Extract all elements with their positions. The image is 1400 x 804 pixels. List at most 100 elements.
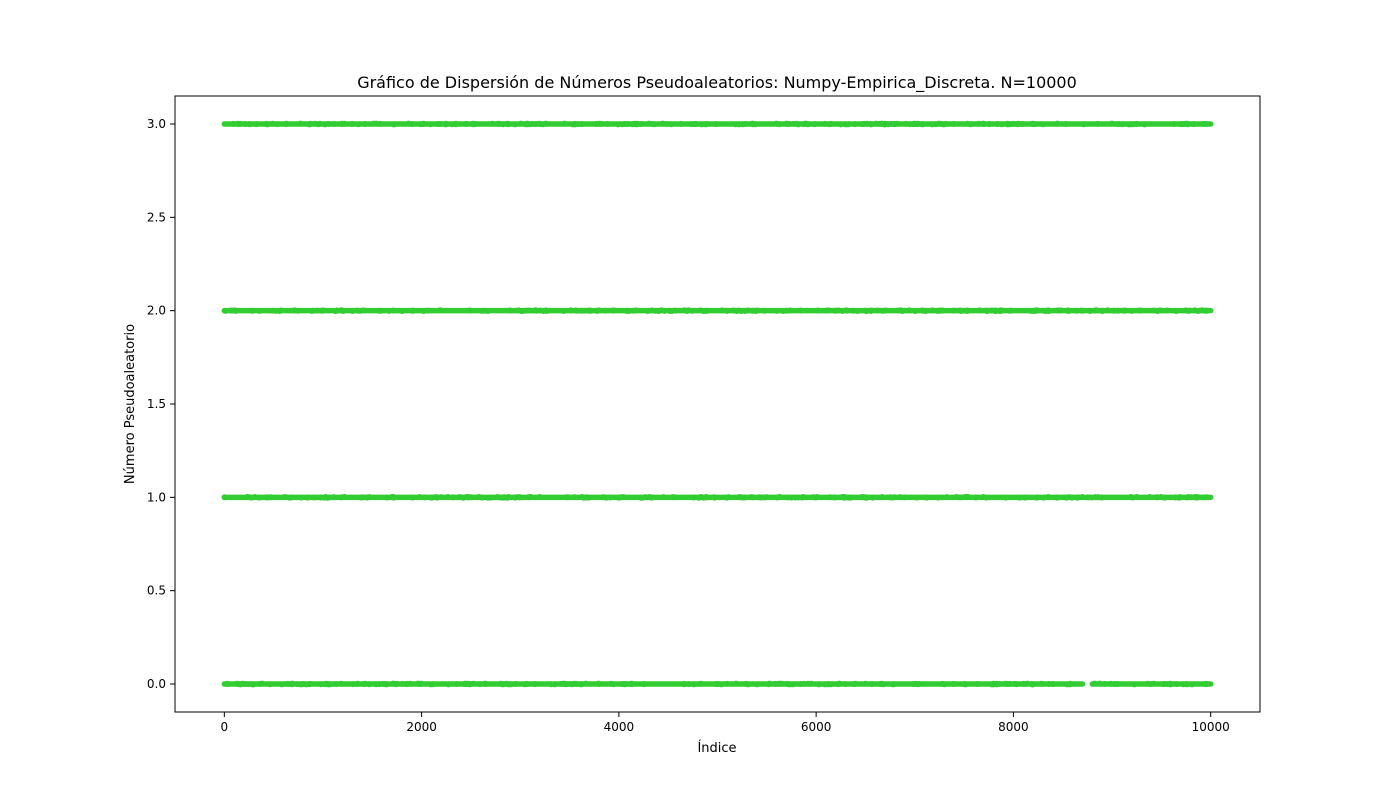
scatter-point	[891, 120, 898, 127]
scatter-point	[790, 120, 797, 127]
scatter-point	[221, 494, 228, 501]
y-tick-label: 1.0	[147, 490, 166, 504]
scatter-point	[814, 307, 821, 314]
scatter-point	[1073, 307, 1080, 314]
x-tick-label: 4000	[604, 720, 635, 734]
scatter-point	[311, 494, 318, 501]
scatter-point	[745, 307, 752, 314]
scatter-point	[847, 494, 854, 501]
scatter-point	[1015, 120, 1022, 127]
scatter-point	[573, 680, 580, 687]
scatter-point	[713, 681, 720, 688]
scatter-point	[467, 681, 474, 688]
scatter-point	[504, 680, 511, 687]
scatter-point	[569, 121, 576, 128]
scatter-point	[788, 494, 795, 501]
scatter-point	[776, 493, 783, 500]
scatter-point	[428, 494, 435, 501]
scatter-point	[429, 681, 436, 688]
scatter-point	[536, 494, 543, 501]
scatter-point	[678, 120, 685, 127]
scatter-point	[690, 681, 697, 688]
scatter-point	[642, 494, 649, 501]
scatter-point	[1065, 307, 1072, 314]
scatter-point	[868, 680, 875, 687]
scatter-point	[516, 494, 523, 501]
scatter-point	[863, 308, 870, 315]
scatter-point	[331, 120, 338, 127]
y-axis: 0.0 0.5 1.0 1.5 2.0 2.5 3.0	[147, 117, 175, 691]
scatter-point	[615, 494, 622, 501]
y-tick-label: 1.5	[147, 397, 166, 411]
scatter-point	[974, 680, 981, 687]
scatter-point	[940, 121, 947, 128]
series-level-3	[221, 120, 1214, 128]
scatter-point	[749, 120, 756, 127]
scatter-point	[244, 493, 251, 500]
scatter-point	[249, 307, 256, 314]
x-tick-label: 6000	[801, 720, 832, 734]
scatter-point	[784, 680, 791, 687]
scatter-point	[1125, 121, 1132, 128]
scatter-point	[941, 681, 948, 688]
scatter-point	[697, 680, 704, 687]
scatter-point	[269, 307, 276, 314]
scatter-point	[795, 494, 802, 501]
scatter-point	[854, 307, 861, 314]
scatter-point	[409, 494, 416, 501]
scatter-point	[537, 307, 544, 314]
scatter-point	[442, 121, 449, 128]
scatter-point	[434, 494, 441, 501]
scatter-point	[1131, 681, 1138, 688]
scatter-point	[879, 494, 886, 501]
scatter-point	[610, 681, 617, 688]
scatter-point	[1079, 494, 1086, 501]
scatter-point	[228, 307, 235, 314]
scatter-point	[879, 307, 886, 314]
scatter-point	[1190, 121, 1197, 128]
plot-area	[221, 120, 1214, 688]
scatter-point	[690, 494, 697, 501]
scatter-point	[1058, 307, 1065, 314]
scatter-point	[222, 307, 229, 314]
scatter-point	[1160, 681, 1167, 688]
scatter-point	[359, 494, 366, 501]
scatter-point	[681, 681, 688, 688]
scatter-point	[1045, 493, 1052, 500]
scatter-point	[668, 121, 675, 128]
y-tick-label: 2.0	[147, 304, 166, 318]
scatter-point	[913, 494, 920, 501]
scatter-point	[1200, 494, 1207, 501]
scatter-point	[308, 307, 315, 314]
scatter-point	[1200, 120, 1207, 127]
scatter-point	[453, 680, 460, 687]
scatter-point	[384, 494, 391, 501]
scatter-point	[1141, 121, 1148, 128]
scatter-point	[307, 120, 314, 127]
scatter-point	[890, 681, 897, 688]
scatter-point	[913, 121, 920, 128]
scatter-point	[1107, 680, 1114, 687]
scatter-point	[581, 494, 588, 501]
scatter-point	[587, 307, 594, 314]
scatter-point	[1183, 681, 1190, 688]
scatter-point	[542, 120, 549, 127]
scatter-point	[935, 494, 942, 501]
scatter-point	[420, 308, 427, 315]
scatter-point	[435, 120, 442, 127]
scatter-point	[1172, 494, 1179, 501]
scatter-point	[621, 681, 628, 688]
scatter-point	[532, 120, 539, 127]
scatter-point	[666, 307, 673, 314]
scatter-point	[421, 494, 428, 501]
scatter-point	[1093, 307, 1100, 314]
scatter-point	[578, 120, 585, 127]
scatter-point	[901, 494, 908, 501]
scatter-point	[920, 121, 927, 128]
scatter-point	[416, 493, 423, 500]
scatter-point	[644, 307, 651, 314]
scatter-point	[754, 681, 761, 688]
scatter-point	[341, 494, 348, 501]
scatter-point	[581, 307, 588, 314]
